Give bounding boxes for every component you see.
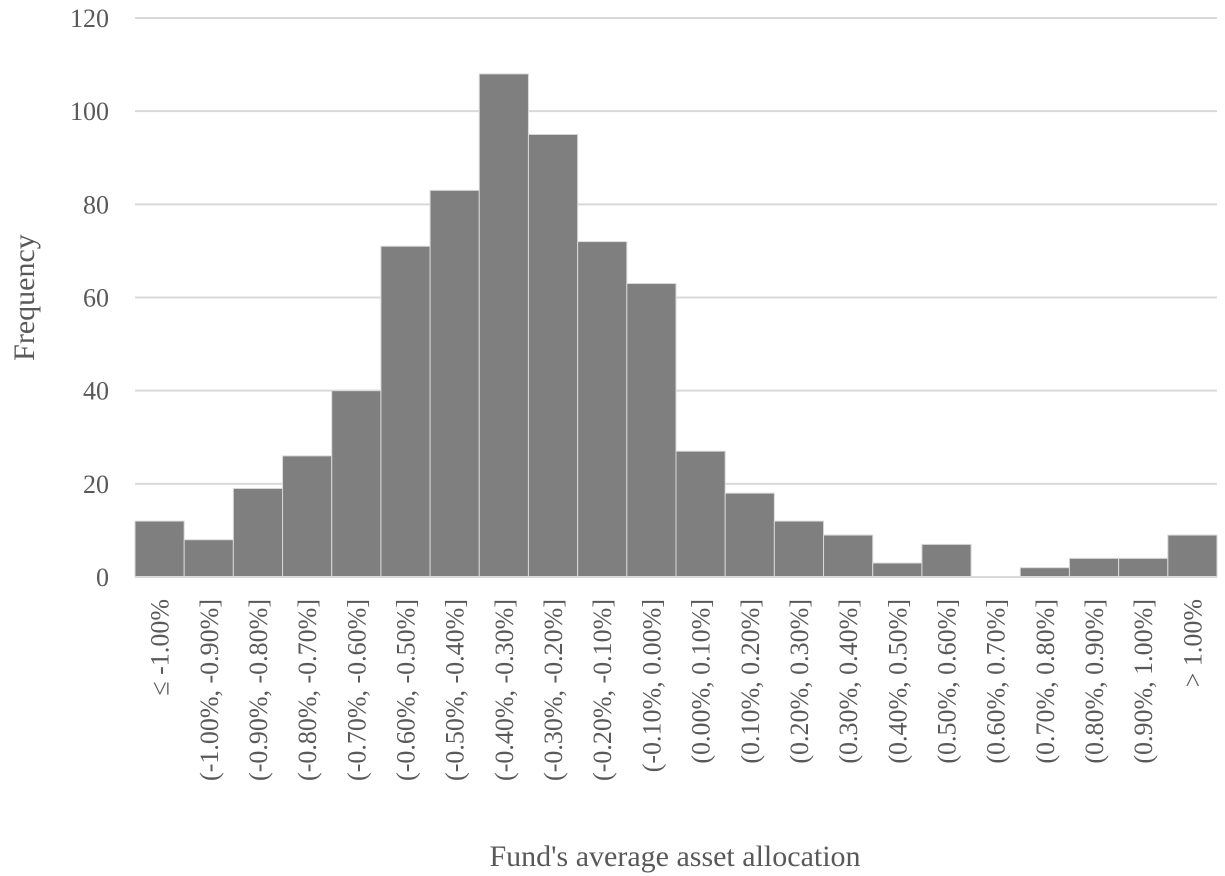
y-tick-label: 60 [83, 284, 109, 313]
y-tick-label: 40 [83, 377, 109, 406]
x-tick-label: > 1.00% [1178, 599, 1207, 687]
histogram-bar [232, 487, 284, 578]
x-tick-label: (0.50%, 0.60%] [933, 599, 962, 764]
histogram-bar [331, 390, 382, 578]
histogram-bar [1068, 557, 1120, 578]
histogram-bar [921, 543, 972, 578]
histogram-bar [1019, 567, 1070, 578]
x-tick-label: (-0.50%, -0.40%] [441, 599, 470, 781]
x-tick-label: (-1.00%, -0.90%] [195, 599, 224, 781]
histogram-bar [872, 562, 923, 578]
histogram-bar [134, 520, 185, 578]
histogram-bar [626, 283, 677, 578]
histogram-bar [380, 245, 431, 578]
x-tick-label: (-0.90%, -0.80%] [244, 599, 273, 781]
y-tick-label: 0 [96, 563, 109, 592]
histogram-bar [183, 539, 234, 578]
x-tick-label: (0.20%, 0.30%] [785, 599, 814, 764]
x-tick-label: (-0.80%, -0.70%] [293, 599, 322, 781]
x-tick-label: (0.90%, 1.00%] [1129, 599, 1158, 764]
y-tick-label: 100 [70, 97, 109, 126]
y-axis-title: Frequency [8, 234, 41, 361]
histogram-bar [1167, 534, 1218, 578]
histogram-bar [478, 73, 529, 578]
histogram-bar [577, 241, 628, 578]
x-tick-label: (0.00%, 0.10%] [687, 599, 716, 764]
x-tick-label: (0.30%, 0.40%] [834, 599, 863, 764]
bars [134, 73, 1218, 578]
y-tick-label: 120 [70, 4, 109, 33]
histogram-bar [823, 534, 874, 578]
histogram-bar [527, 133, 579, 578]
x-tick-label: ≤ -1.00% [146, 599, 175, 696]
x-tick-label: (0.10%, 0.20%] [736, 599, 765, 764]
histogram-bar [429, 189, 480, 578]
y-tick-label: 20 [83, 470, 109, 499]
x-tick-label: (-0.70%, -0.60%] [342, 599, 371, 781]
x-tick-label: (-0.40%, -0.30%] [490, 599, 519, 781]
x-tick-label: (-0.20%, -0.10%] [588, 599, 617, 781]
x-tick-label: (0.80%, 0.90%] [1080, 599, 1109, 764]
histogram-bar [282, 455, 333, 578]
histogram-bar [675, 450, 726, 578]
x-tick-label: (-0.60%, -0.50%] [392, 599, 421, 781]
y-tick-label: 80 [83, 190, 109, 219]
x-axis-title: Fund's average asset allocation [489, 840, 860, 873]
histogram-bar [773, 520, 825, 578]
histogram-bar [724, 492, 775, 578]
x-tick-label: (0.60%, 0.70%] [982, 599, 1011, 764]
x-tick-label: (0.70%, 0.80%] [1031, 599, 1060, 764]
x-tick-label: (-0.10%, 0.00%] [637, 599, 666, 772]
x-tick-label: (0.40%, 0.50%] [883, 599, 912, 764]
x-tick-labels: ≤ -1.00% (-1.00%, -0.90%] (-0.90%, -0.80%]… [146, 599, 1208, 781]
histogram-bar [1118, 557, 1169, 578]
y-tick-labels: 0 20 40 60 80 100 120 [70, 4, 109, 592]
x-tick-label: (-0.30%, -0.20%] [539, 599, 568, 781]
